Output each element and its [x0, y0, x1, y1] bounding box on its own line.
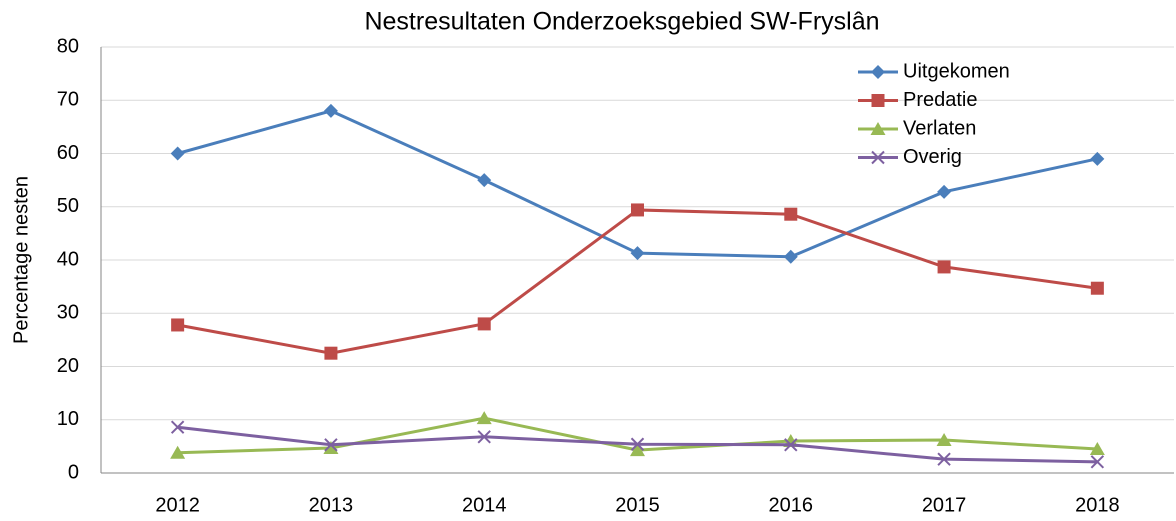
- legend-marker: [871, 94, 885, 107]
- chart-title: Nestresultaten Onderzoeksgebied SW-Frysl…: [364, 8, 879, 36]
- x-tick-label: 2015: [615, 494, 660, 516]
- data-point: [1090, 151, 1105, 166]
- data-point: [1090, 281, 1104, 295]
- y-tick-label: 50: [57, 195, 79, 217]
- x-tick-label: 2013: [309, 494, 354, 516]
- y-tick-label: 60: [57, 142, 79, 164]
- legend-label: Predatie: [903, 89, 978, 111]
- data-point: [323, 440, 339, 454]
- data-point: [937, 452, 951, 466]
- data-point: [170, 445, 186, 459]
- y-tick-label: 20: [57, 355, 79, 377]
- y-axis-label: Percentage nesten: [10, 176, 32, 344]
- data-point: [631, 203, 644, 217]
- data-point: [937, 260, 951, 274]
- data-point: [476, 411, 492, 425]
- data-point: [784, 438, 798, 452]
- x-tick-label: 2016: [769, 494, 814, 516]
- data-point: [477, 317, 491, 331]
- x-tick-label: 2017: [922, 494, 967, 516]
- data-point: [630, 246, 645, 261]
- data-point: [324, 438, 338, 452]
- data-point: [1090, 455, 1105, 469]
- data-point: [477, 173, 492, 188]
- x-tick-label: 2014: [462, 494, 507, 516]
- data-point: [170, 146, 185, 161]
- legend-marker: [871, 65, 885, 79]
- legend-marker: [870, 122, 886, 135]
- data-point: [783, 249, 798, 264]
- y-tick-label: 80: [57, 35, 79, 57]
- legend-label: Uitgekomen: [903, 60, 1010, 82]
- legend-label: Verlaten: [903, 117, 976, 139]
- y-tick-label: 40: [57, 248, 79, 270]
- y-tick-label: 0: [68, 461, 79, 483]
- series-line: [177, 208, 1098, 355]
- data-point: [171, 318, 185, 332]
- data-point: [323, 103, 338, 118]
- data-point: [936, 432, 952, 446]
- y-tick-label: 30: [57, 302, 79, 324]
- y-tick-label: 10: [57, 408, 79, 430]
- data-point: [630, 437, 645, 451]
- data-point: [937, 184, 952, 199]
- y-tick-label: 70: [57, 89, 79, 111]
- x-tick-label: 2018: [1075, 494, 1120, 516]
- legend-label: Overig: [903, 146, 962, 168]
- data-point: [170, 420, 185, 434]
- data-point: [1089, 442, 1105, 456]
- legend-marker: [871, 150, 885, 165]
- data-point: [477, 430, 491, 444]
- x-tick-label: 2012: [155, 494, 200, 516]
- data-point: [630, 443, 645, 457]
- data-point: [324, 346, 338, 360]
- data-point: [784, 207, 798, 221]
